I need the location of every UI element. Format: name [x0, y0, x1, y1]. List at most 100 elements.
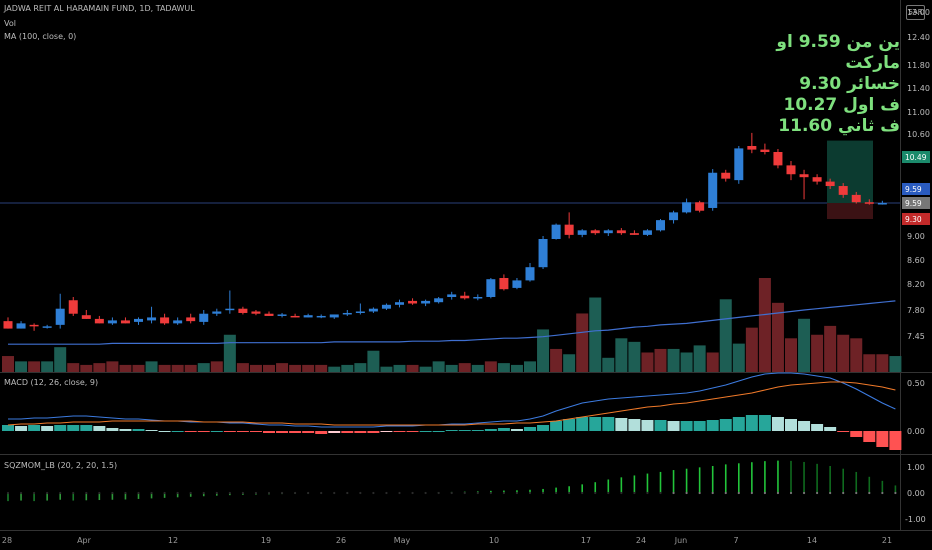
volume-bar [824, 325, 837, 372]
candle-body [212, 311, 222, 314]
macd-histogram-bar [824, 427, 837, 431]
squeeze-dot [750, 491, 753, 495]
macd-histogram-bar [798, 421, 811, 431]
squeeze-dot [137, 491, 140, 495]
macd-histogram-bar [419, 431, 432, 432]
volume-bar [132, 364, 145, 372]
candle-body [825, 181, 835, 187]
volume-bar [380, 366, 393, 372]
squeeze-dot [385, 491, 388, 495]
candle-body [81, 315, 91, 319]
squeeze-dot [502, 491, 505, 495]
volume-bar [210, 361, 223, 372]
price-tick-label: 9.00 [907, 232, 925, 241]
squeeze-legend: SQZMOM_LB (20, 2, 20, 1.5) [4, 461, 118, 470]
candle-body [329, 314, 339, 318]
squeeze-dot [46, 491, 49, 495]
macd-histogram-bar [223, 431, 236, 432]
macd-histogram-bar [889, 431, 902, 450]
candle-body [538, 239, 548, 268]
candle-body [499, 278, 509, 290]
macd-histogram-bar [328, 431, 341, 433]
squeeze-dot [842, 491, 845, 495]
squeeze-dot [724, 491, 727, 495]
macd-histogram-bar [445, 430, 458, 431]
squeeze-dot [333, 491, 336, 495]
candle-body [486, 279, 496, 297]
candle-body [42, 326, 52, 328]
candle-body [355, 311, 365, 313]
squeeze-dot [672, 491, 675, 495]
volume-bar [510, 364, 523, 372]
macd-histogram-bar [263, 431, 275, 433]
volume-bar [550, 348, 563, 372]
date-tick-label: Jun [674, 536, 688, 545]
squeeze-dot [189, 491, 192, 495]
currency-badge[interactable]: SAR [906, 5, 925, 20]
macd-histogram-bar [380, 431, 393, 432]
date-tick-label: 14 [807, 536, 817, 545]
candle-body [251, 311, 261, 314]
macd-histogram-bar [524, 427, 536, 431]
squeeze-dot [19, 491, 23, 495]
date-tick-label: Apr [77, 536, 92, 545]
price-tick-label: 7.80 [907, 306, 925, 315]
volume-bar [106, 361, 119, 372]
candle-body [199, 313, 209, 322]
macd-histogram-bar [458, 430, 471, 431]
price-tick-label: 11.40 [907, 84, 930, 93]
volume-bar [497, 363, 510, 372]
volume-bar [315, 364, 328, 372]
volume-bar [732, 343, 745, 372]
volume-bar [263, 364, 275, 372]
price-marker-label: 9.30 [905, 215, 922, 224]
candle-body [642, 230, 652, 235]
macd-histogram-bar [850, 431, 863, 437]
squeeze-dot [307, 491, 310, 495]
price-tick-label: 11.00 [907, 108, 930, 117]
macd-histogram-bar [406, 431, 419, 432]
price-tick-label: 7.45 [907, 332, 925, 341]
volume-bar [641, 352, 654, 372]
squeeze-dot [802, 491, 806, 495]
volume-legend: Vol [4, 19, 16, 28]
volume-bar [524, 361, 536, 372]
squeeze-dot [581, 491, 584, 495]
volume-bar [80, 364, 93, 372]
volume-bar [563, 354, 576, 372]
volume-bar [406, 364, 419, 372]
candle-body [525, 267, 535, 281]
macd-histogram-bar [132, 429, 145, 431]
volume-bar [15, 361, 28, 372]
volume-bar [445, 364, 458, 372]
candle-body [773, 152, 783, 166]
volume-bar [341, 364, 354, 372]
annotation-line-4: ف اول 10.27 [783, 95, 900, 115]
candle-body [864, 202, 874, 204]
macd-histogram-bar [602, 417, 615, 431]
macd-histogram-bar [876, 431, 889, 447]
volume-bar [432, 361, 445, 372]
macd-histogram-bar [341, 431, 354, 433]
price-marker [902, 197, 930, 209]
volume-bar [119, 364, 132, 372]
volume-bar [2, 356, 14, 372]
volume-bar [863, 354, 876, 372]
volume-bar [93, 363, 106, 372]
squeeze-dot [528, 491, 532, 495]
squeeze-dot [150, 491, 153, 495]
macd-histogram-bar [706, 420, 719, 431]
ma-legend: MA (100, close, 0) [4, 32, 77, 41]
candle-body [812, 177, 822, 182]
volume-bar [615, 338, 628, 372]
squeeze-dot [215, 491, 218, 495]
macd-histogram-bar [367, 431, 380, 433]
squeeze-tick-label: 0.00 [907, 489, 925, 498]
volume-bar [28, 361, 41, 372]
annotation-line-2: ماركت [845, 53, 900, 73]
candle-body [94, 318, 104, 324]
stop-zone [827, 203, 873, 219]
price-marker [902, 213, 930, 225]
macd-histogram-bar [15, 426, 28, 431]
